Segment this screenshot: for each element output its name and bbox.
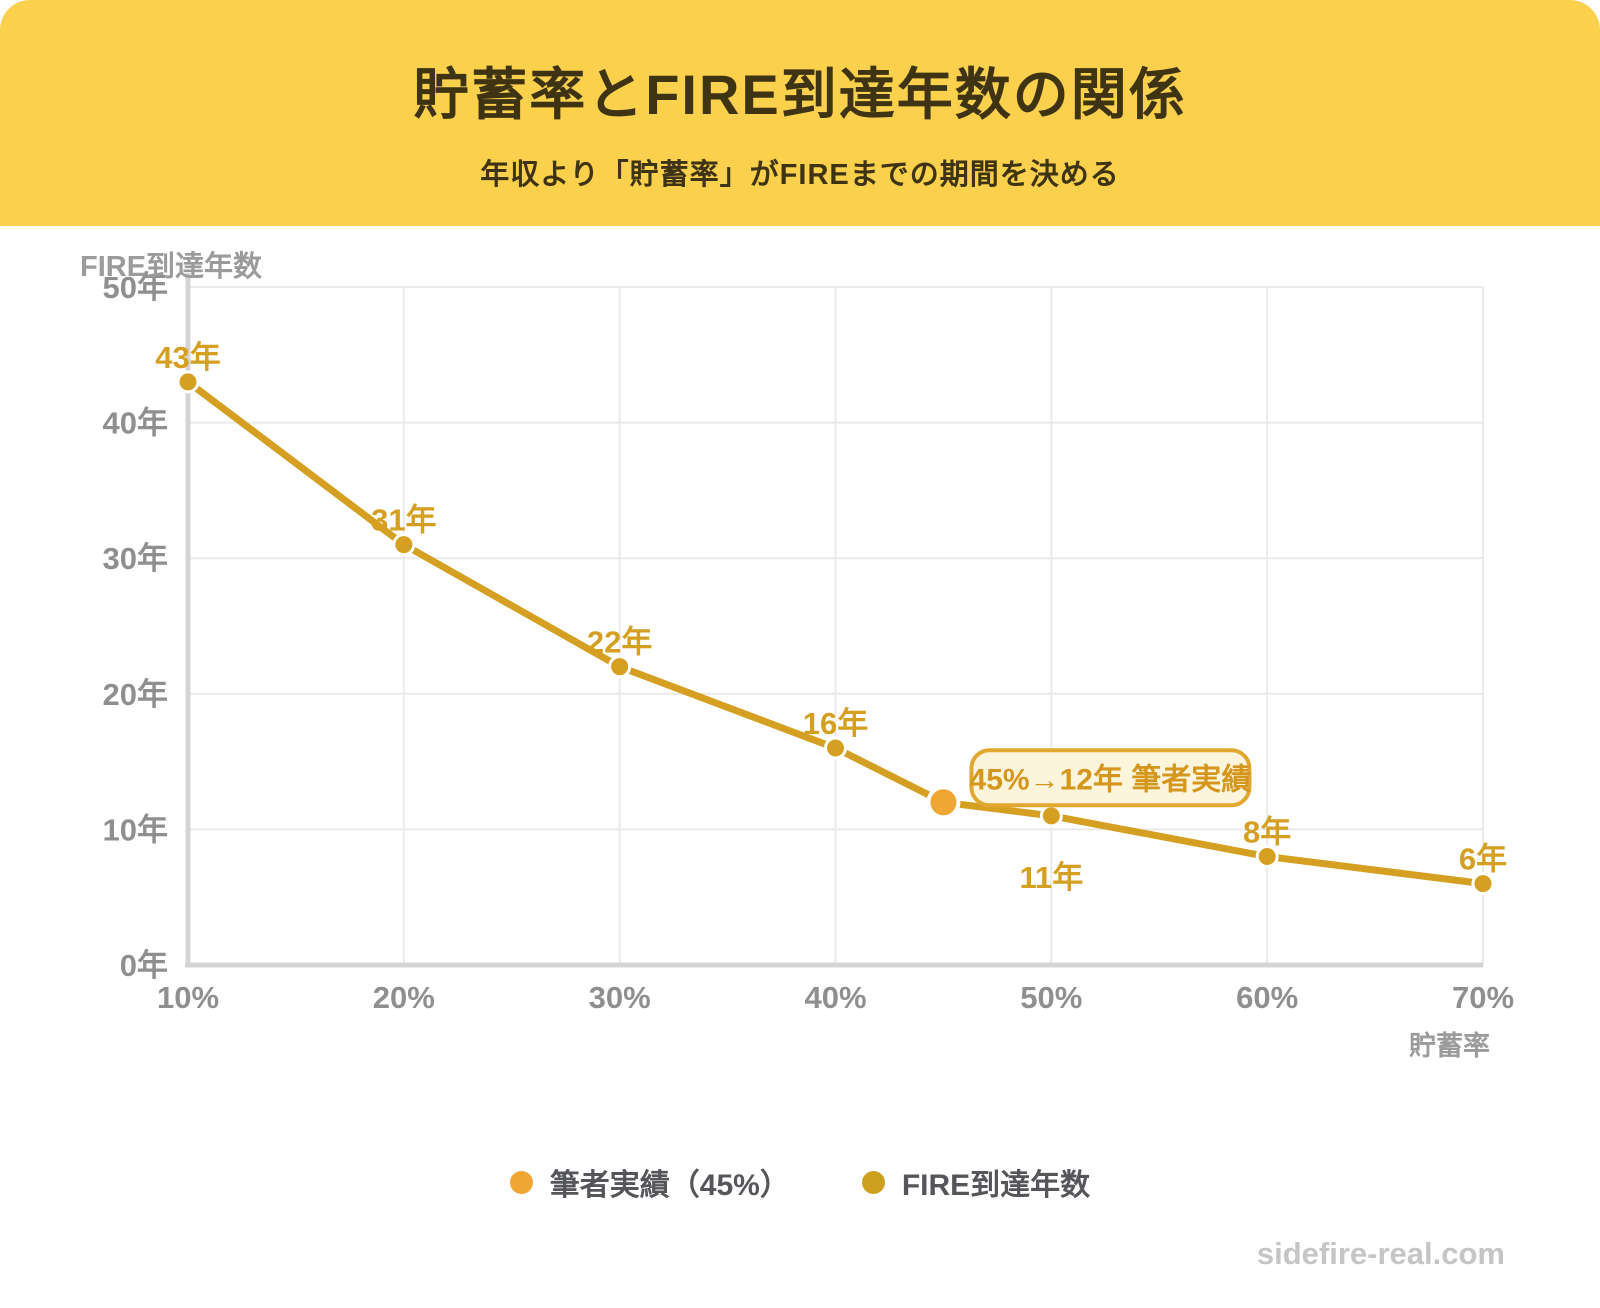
x-tick-label: 20%: [373, 980, 435, 1015]
legend-label-author: 筆者実績（45%）: [549, 1169, 790, 1202]
legend-item-series: FIRE到達年数: [861, 1160, 1091, 1204]
point-label: 43年: [155, 340, 220, 375]
y-tick-label: 10年: [103, 812, 168, 847]
y-tick-label: 50年: [103, 270, 168, 305]
legend-item-author: 筆者実績（45%）: [509, 1160, 790, 1204]
x-tick-label: 50%: [1020, 980, 1082, 1015]
data-point: [1471, 872, 1495, 896]
watermark: sidefire-real.com: [1256, 1236, 1505, 1271]
x-tick-label: 30%: [589, 980, 651, 1015]
point-label: 22年: [587, 625, 652, 660]
y-axis-title: FIRE到達年数: [80, 249, 263, 283]
data-point: [1039, 804, 1063, 828]
x-tick-label: 10%: [157, 980, 219, 1015]
header-banner: 貯蓄率とFIRE到達年数の関係 年収より「貯蓄率」がFIREまでの期間を決める: [0, 0, 1600, 226]
x-tick-label: 60%: [1236, 980, 1298, 1015]
data-point: [392, 533, 416, 557]
x-tick-label: 70%: [1452, 980, 1514, 1015]
legend-dot-series-icon: [861, 1170, 885, 1194]
data-point: [1255, 845, 1279, 869]
point-label: 8年: [1243, 815, 1291, 850]
legend-dot-author-icon: [509, 1170, 533, 1194]
data-point: [608, 655, 632, 679]
chart-title: 貯蓄率とFIRE到達年数の関係: [413, 63, 1187, 126]
point-label: 6年: [1459, 842, 1507, 877]
point-label: 11年: [1019, 860, 1083, 895]
highlight-point: [926, 785, 961, 820]
point-label: 16年: [803, 706, 868, 741]
chart-subtitle: 年収より「貯蓄率」がFIREまでの期間を決める: [480, 158, 1120, 191]
legend-label-series: FIRE到達年数: [901, 1169, 1091, 1202]
y-tick-label: 30年: [103, 541, 168, 576]
y-tick-label: 40年: [103, 406, 168, 441]
annotation-box: [969, 748, 1252, 808]
chart-legend: 筆者実績（45%） FIRE到達年数: [0, 1160, 1600, 1204]
y-tick-label: 0年: [120, 948, 168, 983]
x-axis-title: 貯蓄率: [1409, 1030, 1490, 1061]
data-point: [176, 370, 200, 394]
annotation-text: 45%→12年 筆者実績: [970, 763, 1252, 796]
x-tick-label: 40%: [804, 980, 866, 1015]
series-line: [184, 378, 1487, 888]
data-point: [824, 736, 847, 760]
point-label: 31年: [371, 503, 436, 538]
y-tick-label: 20年: [103, 677, 168, 712]
